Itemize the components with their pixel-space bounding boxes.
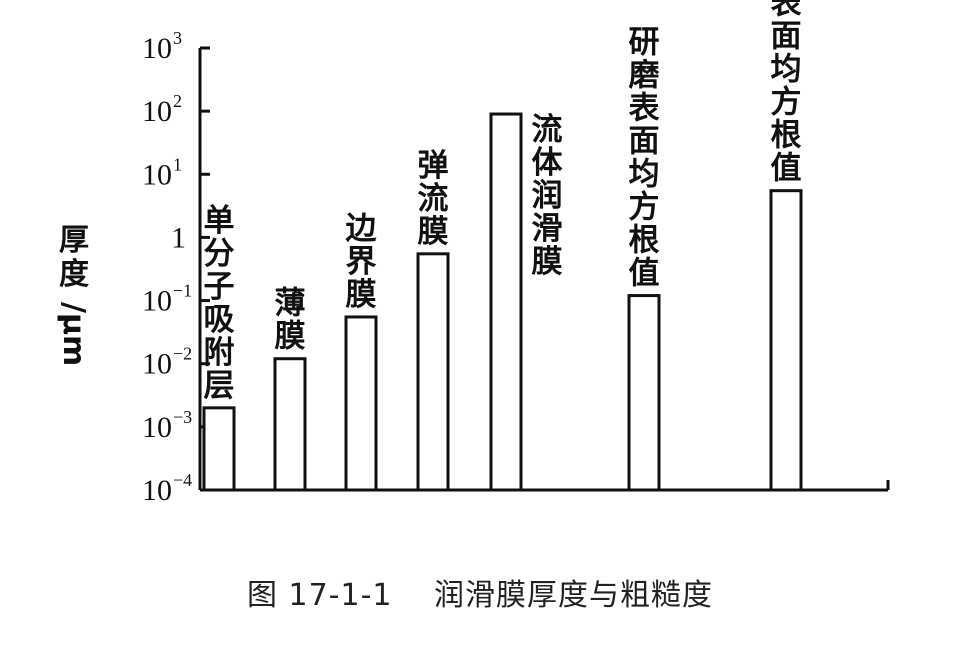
y-tick-label: 10 — [142, 95, 172, 128]
bar — [273, 357, 307, 492]
bar — [416, 252, 450, 492]
bar-label: 粗加工表面均方根值 — [771, 0, 802, 187]
y-tick-exponent: −2 — [173, 344, 192, 364]
bar-label: 研磨表面均方根值 — [629, 25, 660, 292]
y-tick-label: 10 — [142, 411, 172, 444]
bar-label: 单分子吸附层 — [204, 203, 235, 404]
y-tick-exponent: −4 — [173, 470, 192, 490]
y-axis-unit: /μm — [56, 302, 91, 366]
figure-caption: 图 17-1-1 润滑膜厚度与粗糙度 — [246, 578, 714, 613]
y-tick-label: 10 — [142, 348, 172, 381]
bar — [627, 294, 661, 492]
bar — [489, 112, 523, 492]
y-tick-label: 10 — [142, 32, 172, 65]
y-tick-exponent: 2 — [173, 91, 182, 111]
y-tick-label: 10 — [142, 158, 172, 191]
bar-label: 边界膜 — [346, 211, 378, 313]
bar-label: 薄膜 — [275, 286, 306, 355]
bar — [344, 315, 378, 492]
y-axis-label: 厚度 — [59, 223, 89, 292]
y-tick-exponent: 3 — [173, 28, 182, 48]
bar-label: 流体润滑膜 — [532, 112, 563, 280]
bars — [202, 112, 803, 492]
bar-label: 弹流膜 — [418, 148, 449, 250]
bar — [769, 189, 803, 492]
y-tick-label: 1 — [171, 221, 186, 254]
y-tick-exponent: −1 — [173, 281, 192, 301]
y-tick-exponent: 1 — [173, 154, 182, 174]
bar-labels: 单分子吸附层 薄膜 边界膜 弹流膜 流体润滑膜 研磨表面均方根值 粗加工表面均方根值 — [204, 0, 802, 404]
bar — [202, 406, 236, 492]
y-tick-label: 10 — [142, 474, 172, 507]
y-tick-label: 10 — [142, 285, 172, 318]
y-tick-exponent: −3 — [173, 407, 192, 427]
